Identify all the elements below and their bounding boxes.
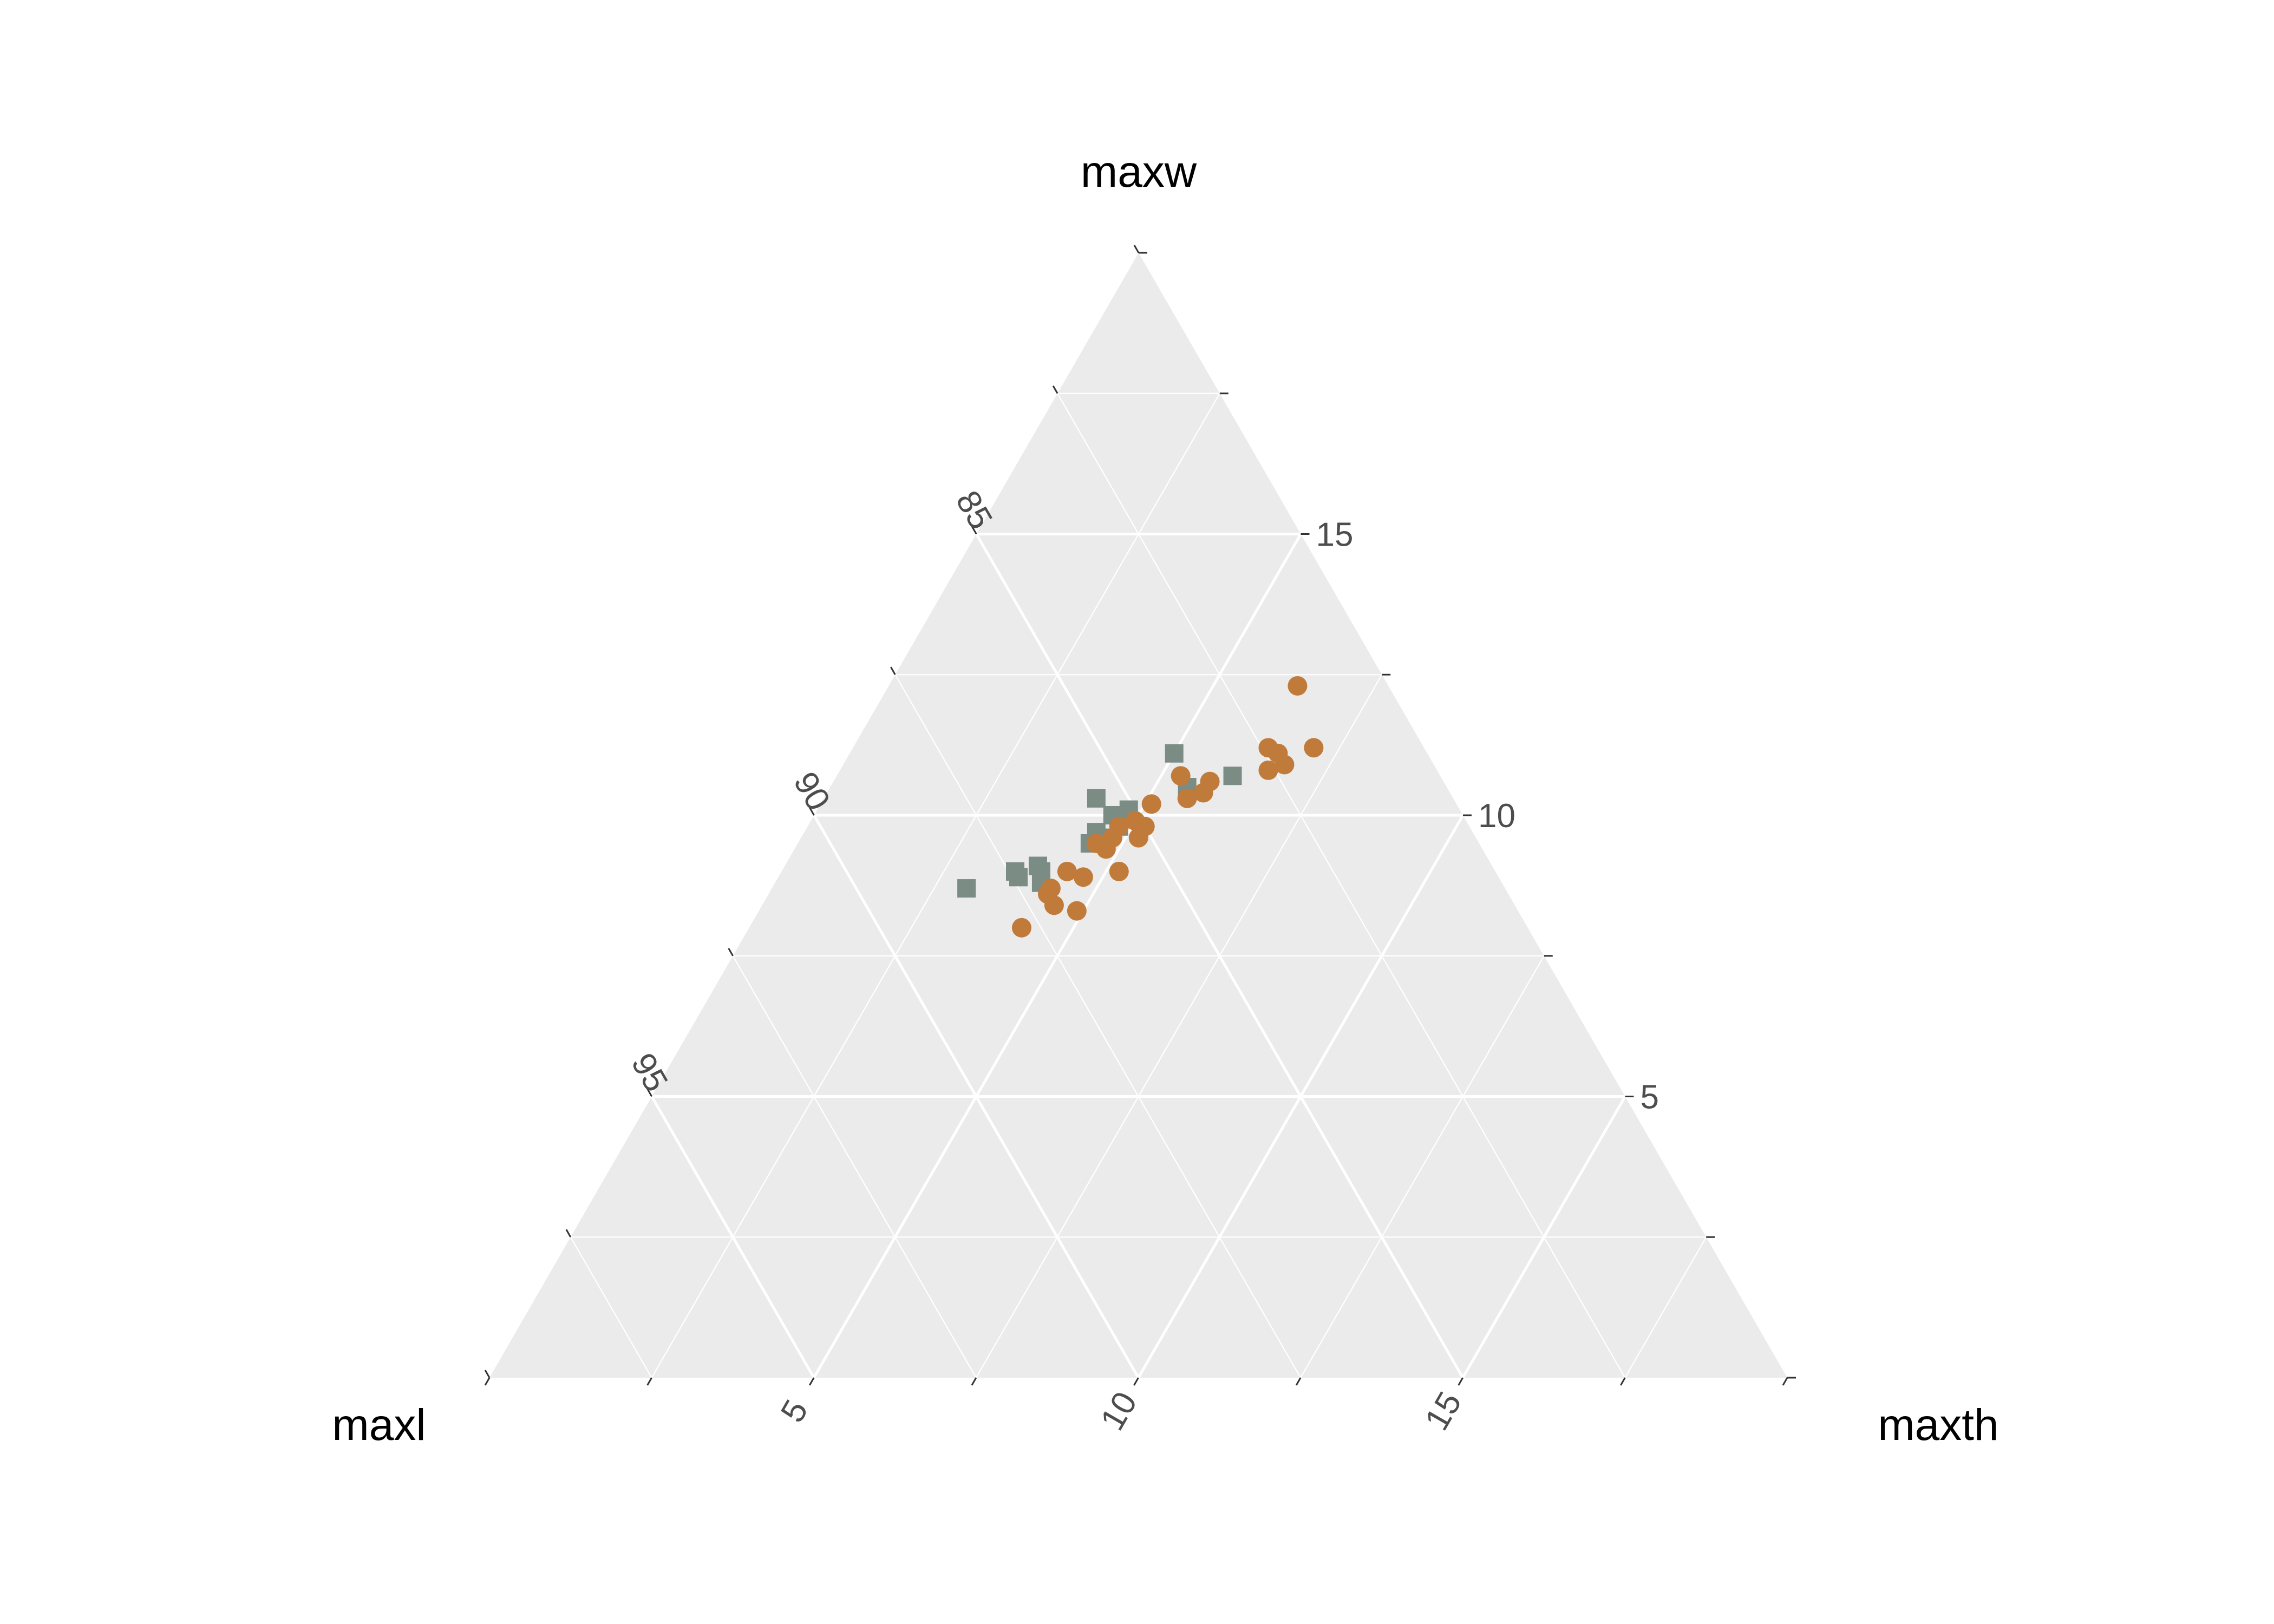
tick-mark xyxy=(971,526,977,535)
data-point-circle xyxy=(1200,771,1220,791)
axis-title-right: maxth xyxy=(1878,1400,1998,1450)
data-point-circle xyxy=(1096,839,1116,859)
data-point-circle xyxy=(1141,794,1161,814)
grid-line-minor xyxy=(1300,955,1545,1378)
grid-line-major xyxy=(813,814,1140,1379)
grid-line-major xyxy=(1461,1096,1626,1379)
tick-label-maxth: 5 xyxy=(774,1394,815,1429)
data-point-square xyxy=(1009,868,1028,887)
tick-mark xyxy=(1133,245,1140,253)
grid-minor xyxy=(570,392,1707,1378)
tick-mark xyxy=(1620,1377,1626,1386)
tick-mark xyxy=(1295,1377,1302,1386)
grid-line-minor xyxy=(1624,1236,1707,1378)
data-point-circle xyxy=(1128,828,1148,848)
tick-label-maxth: 15 xyxy=(1418,1386,1469,1437)
data-point-circle xyxy=(1067,901,1087,921)
grid-line-minor xyxy=(894,674,1302,1378)
tick-label-maxth: 10 xyxy=(1094,1386,1145,1437)
data-point-circle xyxy=(1109,861,1129,881)
data-point-circle xyxy=(1057,861,1077,881)
tick-mark xyxy=(646,1377,652,1386)
axis-ticks xyxy=(484,245,1796,1386)
grid-line-minor xyxy=(975,674,1383,1378)
tick-mark xyxy=(484,1377,491,1386)
tick-mark xyxy=(484,1370,491,1378)
tick-label-maxw: 15 xyxy=(1316,516,1354,554)
grid-line-minor xyxy=(732,955,977,1378)
tick-label-maxw: 10 xyxy=(1478,797,1515,835)
data-points xyxy=(957,676,1324,938)
tick-mark xyxy=(809,807,815,816)
grid-line-minor xyxy=(651,393,1220,1378)
tick-mark xyxy=(565,1229,572,1237)
data-point-circle xyxy=(1288,676,1308,696)
tick-mark xyxy=(1782,1377,1788,1386)
tick-mark xyxy=(1458,1377,1464,1386)
axis-title-left: maxl xyxy=(332,1400,426,1450)
data-point-square xyxy=(1165,744,1184,763)
grid-line-major xyxy=(975,533,1464,1379)
tick-mark xyxy=(890,666,896,675)
tick-mark xyxy=(808,1377,815,1386)
data-point-circle xyxy=(1171,766,1191,786)
data-point-circle xyxy=(1011,918,1031,938)
data-point-square xyxy=(1223,767,1242,785)
data-point-square xyxy=(1087,789,1106,808)
tick-label-maxw: 5 xyxy=(1641,1079,1659,1116)
tick-mark xyxy=(971,1377,977,1386)
tick-mark xyxy=(728,948,734,957)
data-point-square xyxy=(957,879,976,898)
tick-mark xyxy=(646,1088,653,1097)
axis-title-top: maxw xyxy=(1081,147,1197,197)
data-point-circle xyxy=(1177,788,1197,808)
data-point-circle xyxy=(1258,760,1278,780)
grid-line-major xyxy=(650,1096,815,1379)
grid-line-minor xyxy=(570,1236,652,1378)
data-point-circle xyxy=(1073,867,1093,887)
grid-line-minor xyxy=(1057,393,1626,1378)
data-point-circle xyxy=(1304,738,1324,758)
data-point-circle xyxy=(1044,895,1064,915)
tick-mark xyxy=(1133,1377,1139,1386)
tick-mark xyxy=(1052,385,1058,394)
grid-line-major xyxy=(813,533,1302,1379)
data-point-circle xyxy=(1275,755,1295,775)
